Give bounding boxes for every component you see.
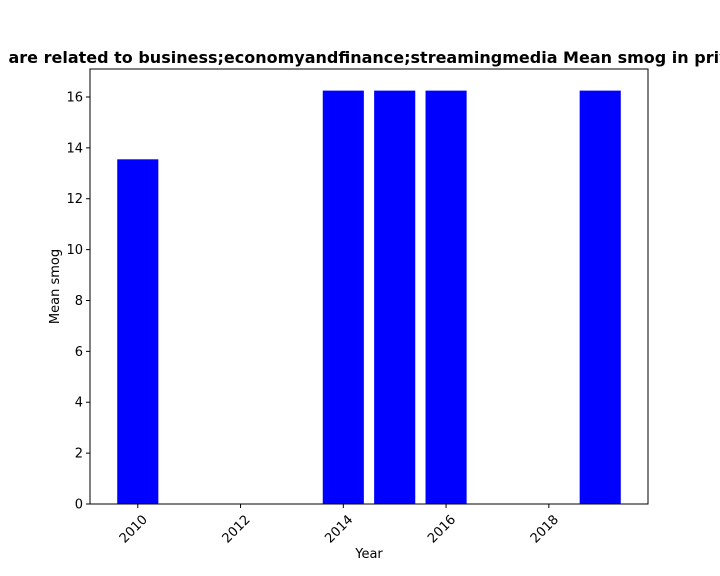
y-tick-label-6: 6 [75,345,83,360]
y-axis-label: Mean smog [48,249,63,324]
y-axis-ticks: 0 2 4 6 8 10 12 14 16 [66,90,90,513]
y-tick-label-16: 16 [66,90,83,105]
y-tick-label-4: 4 [75,396,83,411]
bar-2010 [117,159,159,505]
plot-frame [89,68,649,505]
y-tick-label-2: 2 [75,447,83,462]
bars-group [117,90,621,505]
y-tick-label-10: 10 [66,243,83,258]
bar-2016 [425,90,467,505]
x-axis-ticks: 2010 2012 2014 2016 2018 [117,504,562,546]
x-tick-label-2016: 2016 [425,512,459,546]
x-axis-label: Year [354,547,383,562]
plot-background [90,69,648,504]
x-tick-label-2018: 2018 [528,512,562,546]
y-tick-label-0: 0 [75,498,83,513]
y-tick-label-14: 14 [66,141,83,156]
y-tick-label-12: 12 [66,192,83,207]
chart-title: are related to business;economyandfinanc… [8,48,720,67]
y-tick-label-8: 8 [75,294,83,309]
x-tick-label-2010: 2010 [117,512,151,546]
x-tick-label-2012: 2012 [220,512,254,546]
bar-2014 [322,90,364,505]
bar-2015 [374,90,416,505]
bar-2019 [579,90,621,505]
x-tick-label-2014: 2014 [322,512,356,546]
